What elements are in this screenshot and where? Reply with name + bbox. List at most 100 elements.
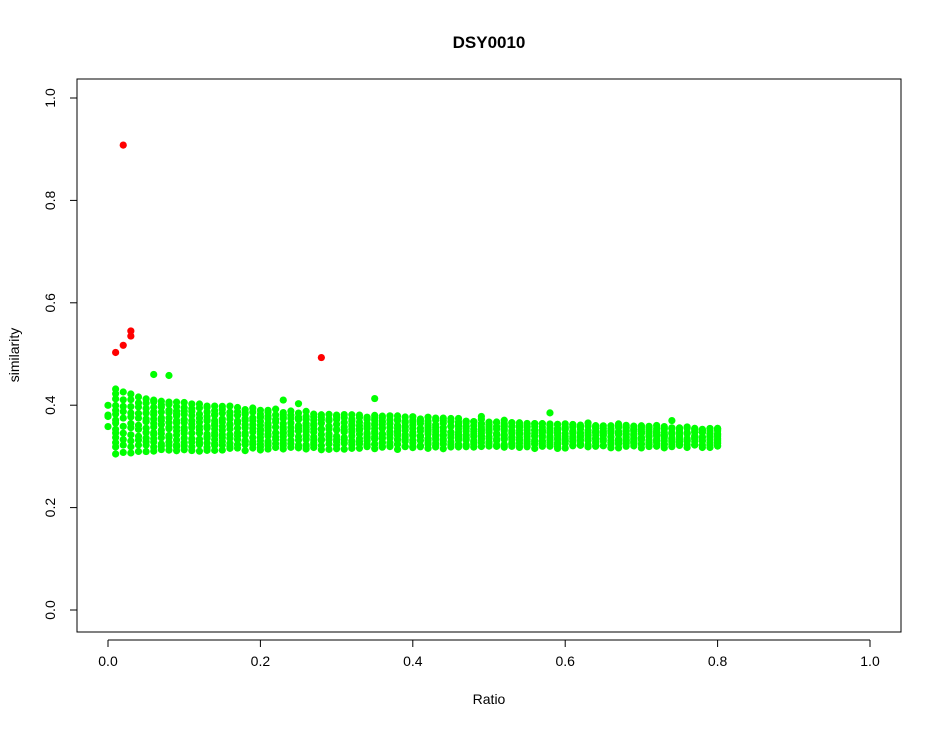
data-point-green [675, 424, 684, 432]
data-point-green [272, 429, 280, 437]
data-point-green [119, 402, 127, 411]
data-point-green [302, 407, 310, 415]
data-point-green [531, 419, 539, 428]
data-point-green [279, 396, 287, 404]
data-point-red [127, 332, 135, 340]
data-point-green [104, 422, 112, 431]
data-point-red [127, 327, 135, 335]
data-point-green [416, 415, 425, 423]
data-point-green [599, 422, 607, 430]
data-point-green [142, 404, 150, 412]
data-point-green [112, 385, 120, 393]
data-point-green [134, 393, 143, 401]
data-point-green [112, 439, 120, 447]
data-point-green [500, 416, 508, 424]
y-tick-label: 0.8 [42, 190, 58, 210]
data-point-green [119, 422, 127, 430]
data-point-green [218, 446, 226, 454]
data-point-green [211, 402, 219, 410]
chart-title: DSY0010 [453, 33, 526, 52]
data-point-green [325, 410, 333, 419]
data-point-green [119, 388, 127, 396]
data-point-green [317, 442, 325, 450]
data-point-green [294, 432, 303, 441]
data-point-green [287, 407, 295, 415]
data-point-green [134, 399, 143, 407]
data-point-green [660, 423, 668, 431]
data-point-green [150, 443, 158, 451]
data-point-green [264, 406, 272, 414]
data-point-green [538, 420, 546, 428]
data-point-green [180, 398, 188, 407]
data-point-green [211, 446, 219, 454]
data-point-green [119, 396, 127, 404]
data-point-green [340, 445, 348, 453]
data-point-green [119, 429, 127, 437]
data-point-green [241, 436, 249, 445]
data-point-green [188, 417, 196, 425]
data-point-green [325, 445, 333, 453]
data-point-green [668, 416, 676, 425]
data-point-green [142, 424, 150, 432]
data-point-green [127, 395, 135, 404]
data-point-green [165, 371, 173, 380]
data-point-green [249, 434, 257, 442]
x-tick-label: 1.0 [860, 653, 880, 669]
data-point-green [569, 420, 577, 429]
x-tick-label: 0.4 [403, 653, 423, 669]
data-point-green [134, 409, 143, 418]
data-point-green [515, 419, 524, 427]
plot-frame [76, 78, 902, 633]
data-point-green [317, 411, 325, 419]
data-point-green [104, 411, 112, 419]
data-points [104, 141, 722, 458]
data-point-green [325, 422, 333, 430]
data-point-green [180, 403, 188, 412]
data-point-green [294, 400, 303, 408]
data-point-green [317, 425, 325, 433]
data-point-green [112, 395, 120, 403]
data-point-green [226, 420, 234, 428]
data-point-red [119, 341, 127, 349]
data-point-green [112, 425, 120, 433]
data-point-green [302, 412, 310, 421]
data-point-green [493, 418, 501, 426]
data-point-green [614, 420, 623, 428]
data-point-green [523, 419, 531, 428]
x-tick-label: 0.6 [555, 653, 575, 669]
data-point-green [180, 416, 188, 424]
data-point-green [447, 428, 455, 436]
data-point-green [348, 411, 356, 419]
data-point-red [119, 141, 127, 149]
data-point-green [393, 412, 402, 420]
y-axis: 0.0 0.2 0.4 0.6 0.8 1.0 [42, 88, 78, 620]
data-point-green [241, 447, 249, 455]
data-point-green [371, 411, 379, 420]
data-point-green [142, 447, 150, 456]
data-point-green [333, 411, 341, 419]
data-point-green [241, 406, 249, 414]
data-point-green [195, 410, 204, 418]
data-point-green [119, 435, 127, 444]
data-point-green [279, 420, 287, 428]
x-tick-label: 0.8 [708, 653, 728, 669]
y-tick-label: 0.4 [42, 395, 58, 415]
data-point-green [233, 417, 242, 425]
data-point-green [218, 415, 226, 423]
x-tick-label: 0.2 [251, 653, 271, 669]
data-point-green [188, 429, 196, 437]
data-point-green [333, 432, 341, 440]
data-point-green [340, 433, 348, 442]
data-point-green [150, 403, 158, 411]
data-point-green [401, 442, 409, 450]
data-point-green [546, 409, 554, 417]
data-point-green [340, 410, 348, 419]
data-point-green [127, 443, 135, 451]
data-point-green [264, 437, 272, 445]
data-point-green [454, 414, 463, 423]
data-point-green [226, 430, 234, 439]
data-point-green [172, 398, 181, 406]
data-point-green [195, 447, 204, 455]
data-point-green [439, 414, 447, 422]
data-point-green [249, 414, 257, 422]
